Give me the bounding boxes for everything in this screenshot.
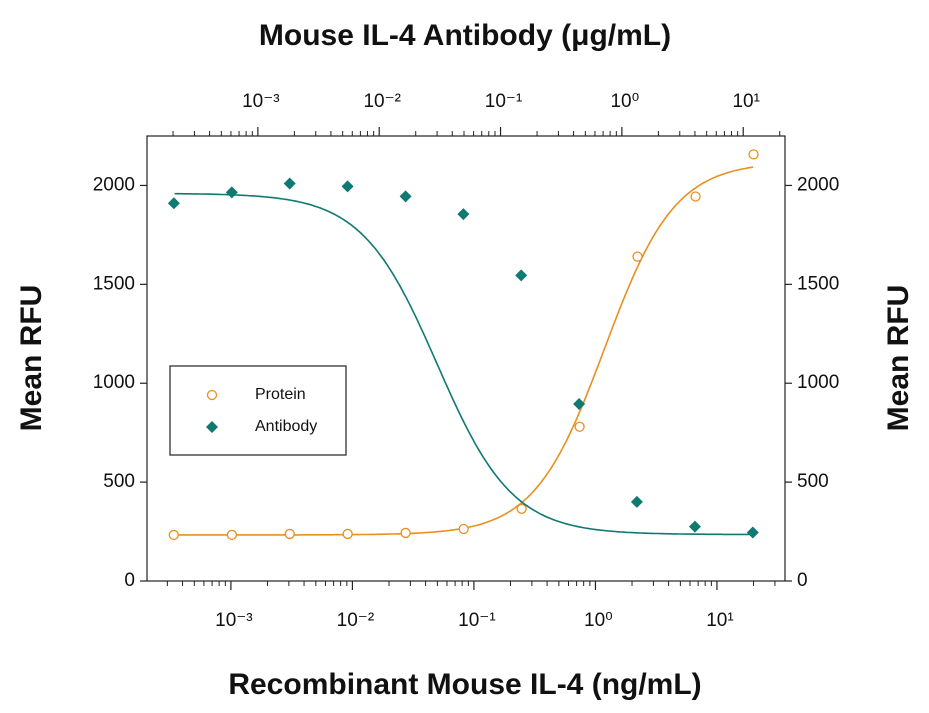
legend-marker — [206, 389, 218, 401]
fit-curve — [174, 166, 754, 536]
y2-tick-label: 1500 — [797, 273, 839, 294]
chart-title: Mouse IL-4 Antibody (μg/mL) — [259, 19, 671, 52]
x2-tick-label: 10⁻² — [363, 91, 401, 112]
point — [690, 191, 701, 202]
x-tick-label: 10¹ — [706, 610, 733, 631]
point — [400, 527, 411, 539]
legend-marker — [206, 421, 218, 433]
y-tick-label: 2000 — [93, 174, 135, 195]
y2-tick-label: 500 — [797, 471, 829, 492]
point — [399, 190, 412, 203]
y-tick-label: 1000 — [93, 372, 135, 393]
x-tick-label: 10⁻² — [337, 610, 375, 631]
point — [688, 520, 701, 533]
point — [458, 523, 469, 535]
y2-axis-label: Mean RFU — [882, 285, 915, 432]
point — [515, 269, 528, 282]
y2-tick-label: 2000 — [797, 174, 839, 195]
point — [574, 421, 585, 432]
point — [283, 177, 296, 190]
x2-tick-label: 10¹ — [732, 91, 759, 112]
y-axis-label: Mean RFU — [15, 285, 48, 432]
point — [225, 186, 238, 199]
y-tick-label: 0 — [124, 570, 135, 591]
point — [746, 526, 759, 539]
point — [457, 208, 470, 221]
y2-tick-label: 0 — [797, 570, 808, 591]
point — [632, 251, 643, 262]
legend-label: Protein — [255, 386, 306, 403]
point — [226, 529, 238, 541]
y-tick-label: 500 — [103, 471, 135, 492]
x-tick-label: 10⁻¹ — [458, 610, 496, 631]
point — [342, 528, 353, 540]
point — [167, 197, 180, 210]
point — [516, 503, 527, 514]
y2-tick-label: 1000 — [797, 372, 839, 393]
x-axis-label: Recombinant Mouse IL-4 (ng/mL) — [228, 668, 701, 701]
point — [284, 528, 295, 540]
x-tick-label: 10⁰ — [584, 610, 613, 631]
plot-frame — [146, 135, 786, 582]
legend-label: Antibody — [255, 418, 317, 435]
point — [748, 149, 759, 160]
point — [573, 397, 586, 410]
x2-tick-label: 10⁻³ — [242, 91, 280, 112]
x2-tick-label: 10⁻¹ — [485, 91, 523, 112]
x-tick-label: 10⁻³ — [215, 610, 253, 631]
fit-curve — [174, 192, 751, 536]
point — [168, 529, 179, 541]
legend-box — [169, 365, 347, 456]
point — [630, 495, 643, 508]
x2-tick-label: 10⁰ — [610, 91, 639, 112]
point — [341, 180, 354, 193]
y-tick-label: 1500 — [93, 273, 135, 294]
